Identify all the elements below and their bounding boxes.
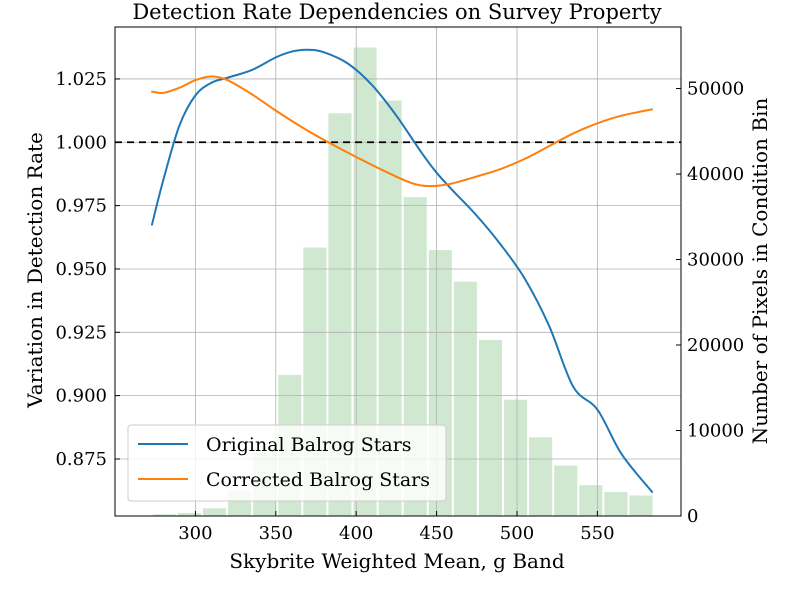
- histogram-bar: [378, 100, 402, 516]
- plot-frame: [114, 26, 682, 517]
- x-tick-label: 350: [259, 523, 293, 544]
- x-axis-ticks: 300 350 400 450 500 550: [178, 511, 615, 544]
- histogram-bar: [177, 513, 201, 516]
- histogram-bar: [328, 113, 352, 516]
- y2-tick-label: 50000: [687, 79, 744, 100]
- histogram-bar: [529, 437, 553, 516]
- y-tick-label: 0.875: [55, 449, 107, 470]
- y-tick-label: 0.925: [55, 322, 107, 343]
- chart-title: Detection Rate Dependencies on Survey Pr…: [132, 0, 661, 24]
- y2-tick-label: 10000: [687, 421, 744, 442]
- y-axis-label: Variation in Detection Rate: [23, 132, 47, 409]
- x-tick-label: 550: [580, 523, 614, 544]
- histogram-bar: [202, 508, 227, 516]
- y2-tick-label: 40000: [687, 164, 744, 185]
- y2-axis-ticks: 0 10000 20000 30000 40000 50000: [676, 79, 744, 527]
- y-tick-label: 0.975: [55, 196, 107, 217]
- histogram-bar: [629, 495, 653, 516]
- y2-tick-label: 0: [687, 506, 698, 527]
- y-axis-ticks: 0.875 0.900 0.925 0.950 0.975 1.000 1.025: [55, 69, 120, 470]
- series: [150, 48, 654, 493]
- histogram-bar: [478, 339, 502, 516]
- histogram-bar: [503, 399, 528, 516]
- legend-label-corrected: Corrected Balrog Stars: [206, 469, 430, 491]
- legend: Original Balrog Stars Corrected Balrog S…: [127, 424, 447, 502]
- y-tick-label: 1.000: [55, 132, 107, 153]
- histogram-bar: [554, 465, 578, 516]
- legend-label-original: Original Balrog Stars: [206, 434, 412, 456]
- legend-box: [127, 424, 447, 502]
- series-line-corrected: [150, 75, 654, 188]
- x-tick-label: 400: [339, 523, 373, 544]
- x-tick-label: 500: [500, 523, 534, 544]
- y-tick-label: 0.950: [55, 259, 107, 280]
- y2-tick-label: 20000: [687, 335, 744, 356]
- series-line-original: [150, 48, 654, 493]
- y-tick-label: 1.025: [55, 69, 107, 90]
- x-tick-label: 300: [178, 523, 212, 544]
- histogram-bar: [453, 281, 477, 516]
- x-tick-label: 450: [419, 523, 453, 544]
- y2-tick-label: 30000: [687, 250, 744, 271]
- histogram-bar: [604, 492, 628, 516]
- histogram-bar: [579, 485, 603, 516]
- y2-axis-label: Number of Pixels in Condition Bin: [748, 98, 772, 445]
- x-axis-label: Skybrite Weighted Mean, g Band: [229, 549, 564, 573]
- y-tick-label: 0.900: [55, 386, 107, 407]
- histogram-bar: [152, 514, 176, 516]
